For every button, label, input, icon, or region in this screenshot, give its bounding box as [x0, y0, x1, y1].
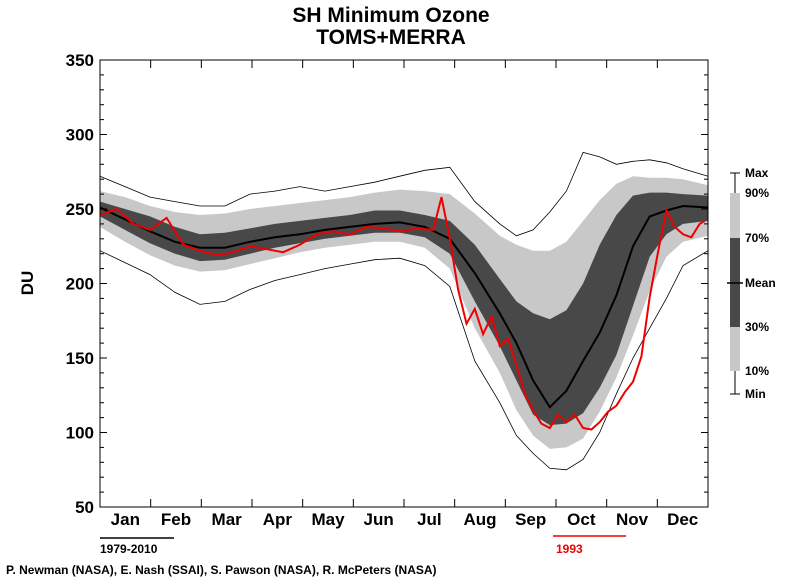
period-key-1993: 1993 — [553, 535, 626, 556]
climatology-key-label: 1979-2010 — [100, 542, 158, 556]
band-30-70 — [100, 192, 708, 426]
x-month-label: Apr — [263, 510, 293, 529]
x-month-label: Aug — [463, 510, 496, 529]
credit-line: P. Newman (NASA), E. Nash (SSAI), S. Paw… — [6, 563, 437, 577]
legend-band-70-90 — [730, 193, 740, 238]
legend-label: 10% — [745, 364, 769, 378]
series-lines — [99, 151, 709, 471]
legend-label: 70% — [745, 231, 769, 245]
legend-label: Min — [745, 387, 766, 401]
x-month-label: Dec — [667, 510, 698, 529]
legend-band-10-30 — [730, 327, 740, 371]
x-month-label: May — [311, 510, 345, 529]
y-tick-label: 250 — [66, 200, 94, 219]
x-month-label: Jan — [111, 510, 140, 529]
series-line-min — [99, 250, 709, 471]
x-month-label: Nov — [616, 510, 649, 529]
x-month-label: Jul — [417, 510, 442, 529]
percentile-bands — [100, 176, 708, 449]
series-line-1993 — [99, 196, 706, 431]
year-1993-key-label: 1993 — [556, 542, 583, 556]
x-month-label: Jun — [364, 510, 394, 529]
chart-title: SH Minimum Ozone — [292, 4, 489, 27]
y-tick-label: 100 — [66, 424, 94, 443]
chart-subtitle: TOMS+MERRA — [316, 26, 466, 49]
y-tick-label: 150 — [66, 349, 94, 368]
x-month-label: Oct — [567, 510, 596, 529]
period-key-climatology: 1979-2010 — [100, 537, 174, 556]
y-axis-ticks: 50 100 150 200 250 300 350 — [66, 51, 708, 517]
x-month-label: Mar — [212, 510, 243, 529]
x-month-label: Feb — [161, 510, 191, 529]
series-line-max — [99, 151, 709, 237]
percentile-legend: Max 90% 70% Mean 30% 10% Min — [727, 166, 776, 401]
y-axis-label: DU — [18, 271, 37, 296]
legend-label: Max — [745, 166, 769, 180]
legend-label: 90% — [745, 186, 769, 200]
y-tick-label: 350 — [66, 51, 94, 70]
y-tick-label: 200 — [66, 275, 94, 294]
x-month-label: Sep — [515, 510, 546, 529]
x-axis-months: Jan Feb Mar Apr May Jun Jul Aug Sep Oct Nov Dec — [99, 60, 709, 529]
y-tick-label: 50 — [75, 498, 94, 517]
legend-label: Mean — [745, 276, 776, 290]
legend-label: 30% — [745, 320, 769, 334]
y-tick-label: 300 — [66, 126, 94, 145]
